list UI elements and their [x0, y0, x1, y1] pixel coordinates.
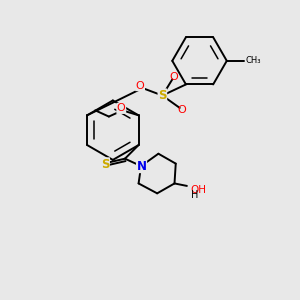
Text: H: H [190, 190, 198, 200]
Text: S: S [101, 158, 110, 171]
Text: O: O [117, 103, 126, 113]
Text: S: S [158, 89, 166, 102]
Text: OH: OH [190, 184, 207, 195]
Text: CH₃: CH₃ [245, 56, 261, 65]
Text: O: O [169, 72, 178, 82]
Text: O: O [178, 105, 187, 116]
Text: N: N [136, 160, 147, 172]
Text: O: O [136, 81, 145, 91]
